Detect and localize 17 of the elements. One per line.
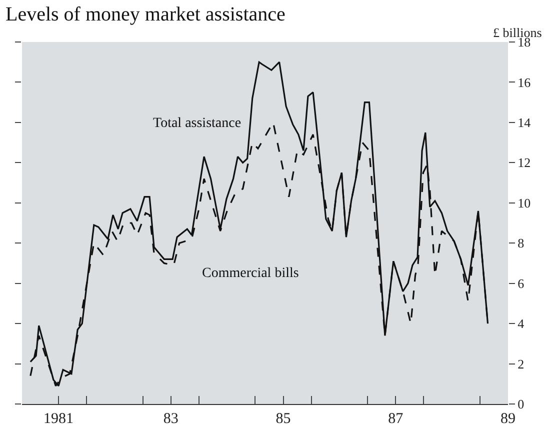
- y-tick-label: 12: [518, 155, 531, 170]
- x-tick-label: 89: [500, 411, 516, 427]
- y-tick-label: 14: [518, 114, 532, 130]
- y-tick-label: 6: [518, 276, 525, 291]
- y-tick-label: 16: [518, 74, 532, 90]
- y-tick-label: 2: [518, 356, 524, 372]
- y-tick-label: 4: [518, 316, 525, 332]
- y-tick-label: 0: [518, 396, 524, 412]
- y-tick-label: 8: [518, 236, 524, 251]
- x-tick-label: 85: [276, 411, 291, 427]
- y-tick-label: 10: [518, 195, 531, 210]
- series-label: Commercial bills: [202, 266, 299, 281]
- x-tick-label: 83: [163, 411, 178, 427]
- chart-title: Levels of money market assistance: [6, 4, 286, 26]
- x-tick-label: 1981: [44, 411, 74, 427]
- x-tick-label: 87: [388, 411, 404, 427]
- series-label: Total assistance: [153, 116, 242, 131]
